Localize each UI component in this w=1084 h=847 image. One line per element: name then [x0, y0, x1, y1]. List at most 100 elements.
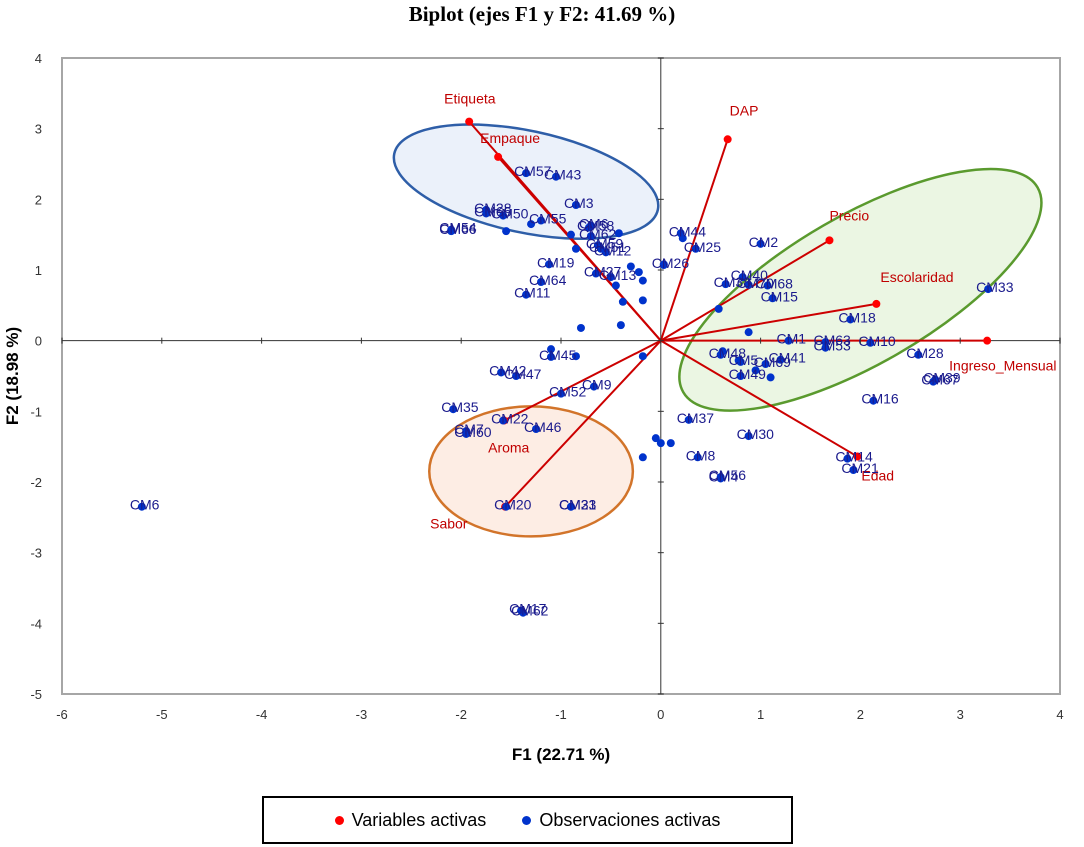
- observation-label: CM12: [594, 242, 632, 258]
- legend-label-variables: Variables activas: [351, 809, 487, 830]
- observation-point: [566, 230, 575, 239]
- observation-point: [571, 200, 580, 209]
- y-axis-title: F2 (18.98 %): [3, 327, 22, 425]
- observation-point: [821, 343, 830, 352]
- observation-label: CM10: [858, 333, 896, 349]
- observation-point: [756, 239, 765, 248]
- observation-label: CM59: [586, 235, 624, 251]
- observation-label: CM22: [491, 411, 529, 427]
- variable-point: [494, 152, 503, 161]
- observation-point: [571, 244, 580, 253]
- observation-point: [576, 323, 585, 332]
- observation-point: [497, 368, 506, 377]
- observation-label: CM40: [731, 267, 769, 283]
- x-tick-label: -1: [555, 707, 567, 722]
- observation-label: CM70: [737, 275, 775, 291]
- observation-label: CM65: [474, 203, 512, 219]
- vector-sabor: [504, 339, 662, 508]
- observation-point: [591, 269, 600, 278]
- group-etiqueta-ellipse: [392, 123, 660, 241]
- observation-label: CM67: [921, 372, 959, 388]
- observation-point: [519, 608, 528, 617]
- observation-point: [537, 278, 546, 287]
- observation-point: [499, 211, 508, 220]
- variable-label: Sabor: [430, 516, 468, 532]
- observation-label: CM7: [454, 421, 484, 437]
- observation-label: CM52: [549, 384, 587, 400]
- observation-label: CM39: [923, 370, 961, 386]
- vector-escolaridad: [660, 302, 877, 342]
- observation-point: [522, 169, 531, 178]
- y-tick-label: 3: [35, 122, 42, 137]
- variable-point: [983, 336, 992, 345]
- vector-precio: [660, 239, 830, 342]
- observation-label: CM26: [652, 255, 690, 271]
- variable-point: [723, 135, 732, 144]
- observation-label: CM68: [756, 276, 794, 292]
- observation-point: [462, 427, 471, 436]
- y-tick-label: 1: [35, 263, 42, 278]
- observation-point: [616, 321, 625, 330]
- observation-label: CM56: [709, 467, 747, 483]
- observation-point: [744, 280, 753, 289]
- y-tick-label: -1: [30, 404, 42, 419]
- variable-label: Empaque: [480, 130, 540, 146]
- observation-point: [601, 248, 610, 257]
- observation-label: CM38: [714, 274, 752, 290]
- observation-label: CM58: [577, 218, 615, 234]
- observation-point: [721, 280, 730, 289]
- observation-label: CM54: [439, 220, 477, 236]
- observation-label: CM15: [761, 288, 799, 304]
- observation-point: [684, 415, 693, 424]
- observation-label: CM62: [511, 603, 549, 619]
- observation-label: CM48: [709, 345, 747, 361]
- observation-point: [449, 405, 458, 414]
- variable-label: Precio: [829, 207, 869, 223]
- observation-point: [547, 345, 556, 354]
- x-tick-label: -5: [156, 707, 168, 722]
- observation-point: [502, 227, 511, 236]
- legend-item-variables: Variables activas: [334, 809, 487, 831]
- observation-label: CM42: [489, 362, 527, 378]
- observation-point: [606, 273, 615, 282]
- y-tick-label: -2: [30, 475, 42, 490]
- observation-point: [676, 229, 685, 238]
- observation-label: CM11: [514, 285, 551, 301]
- observation-label: CM18: [838, 309, 876, 325]
- observation-point: [638, 352, 647, 361]
- observation-point: [821, 338, 830, 347]
- vector-dap: [659, 138, 729, 341]
- observation-point: [532, 425, 541, 433]
- observation-label: CM47: [504, 366, 542, 382]
- observation-point: [846, 315, 855, 324]
- observation-label: CM63: [813, 332, 851, 348]
- observation-point: [584, 223, 593, 232]
- observation-point: [738, 273, 747, 282]
- legend-label-observations: Observaciones activas: [539, 809, 721, 830]
- variable-label: Edad: [861, 468, 894, 484]
- observation-point: [766, 373, 775, 382]
- observation-point: [634, 268, 643, 277]
- observation-label: CM66: [439, 221, 477, 237]
- vector-aroma: [503, 339, 662, 422]
- variable-label: Ingreso_Mensual: [949, 358, 1056, 374]
- observation-point: [736, 357, 745, 366]
- observation-label: CM69: [754, 354, 792, 370]
- observation-label: CM53: [813, 338, 851, 354]
- observation-label: CM49: [729, 366, 767, 382]
- observation-label: CM20: [494, 497, 532, 513]
- observation-point: [843, 454, 852, 463]
- x-axis-title: F1 (22.71 %): [512, 745, 610, 764]
- observation-label: CM50: [491, 206, 529, 222]
- observation-label: CM8: [686, 447, 716, 463]
- observation-label: CM41: [769, 350, 807, 366]
- observation-point: [447, 227, 456, 236]
- observation-point: [499, 416, 508, 425]
- observation-point: [984, 285, 993, 294]
- observation-label: CM14: [835, 449, 873, 465]
- y-tick-label: 2: [35, 192, 42, 207]
- observation-point: [557, 389, 565, 398]
- observation-label: CM60: [454, 424, 492, 440]
- observation-label: CM2: [749, 234, 779, 250]
- observation-point: [866, 338, 875, 347]
